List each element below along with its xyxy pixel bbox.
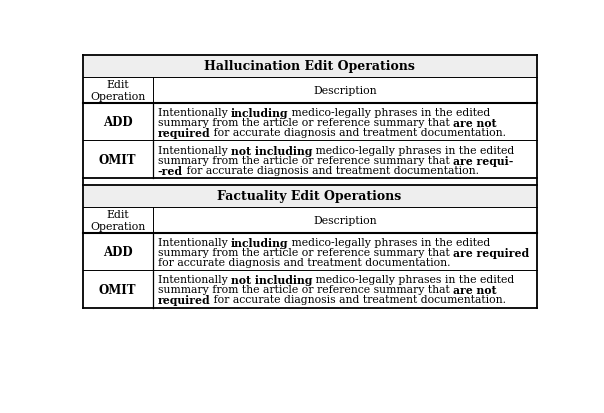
Text: Intentionally: Intentionally <box>158 274 231 284</box>
Bar <box>83 186 536 207</box>
Text: medico-legally phrases in the edited: medico-legally phrases in the edited <box>312 274 515 284</box>
Text: Factuality Edit Operations: Factuality Edit Operations <box>217 190 402 203</box>
Text: not including: not including <box>231 274 312 285</box>
Text: medico-legally phrases in the edited: medico-legally phrases in the edited <box>288 108 490 118</box>
Text: for accurate diagnosis and treatment documentation.: for accurate diagnosis and treatment doc… <box>182 166 478 176</box>
Bar <box>83 56 536 78</box>
Text: ADD: ADD <box>103 245 132 258</box>
Text: Intentionally: Intentionally <box>158 108 231 118</box>
Text: summary from the article or reference summary that: summary from the article or reference su… <box>158 284 453 294</box>
Text: are not: are not <box>453 118 496 129</box>
Text: Intentionally: Intentionally <box>158 145 231 155</box>
Text: summary from the article or reference summary that: summary from the article or reference su… <box>158 118 453 128</box>
Text: Edit
Operation: Edit Operation <box>90 80 146 101</box>
Text: are requi-: are requi- <box>453 155 513 166</box>
Text: OMIT: OMIT <box>99 283 137 296</box>
Text: medico-legally phrases in the edited: medico-legally phrases in the edited <box>312 145 515 155</box>
Text: including: including <box>231 237 288 249</box>
Text: OMIT: OMIT <box>99 153 137 166</box>
Text: for accurate diagnosis and treatment documentation.: for accurate diagnosis and treatment doc… <box>210 128 506 138</box>
Text: Description: Description <box>313 85 376 95</box>
Text: Edit
Operation: Edit Operation <box>90 209 146 231</box>
Text: -red: -red <box>158 166 182 177</box>
Text: required: required <box>158 128 210 139</box>
Text: ADD: ADD <box>103 116 132 129</box>
Text: for accurate diagnosis and treatment documentation.: for accurate diagnosis and treatment doc… <box>210 294 506 304</box>
Text: medico-legally phrases in the edited: medico-legally phrases in the edited <box>288 237 490 247</box>
Text: Description: Description <box>313 215 376 225</box>
Text: for accurate diagnosis and treatment documentation.: for accurate diagnosis and treatment doc… <box>158 258 450 268</box>
Text: including: including <box>231 108 288 119</box>
Text: not including: not including <box>231 145 312 156</box>
Text: summary from the article or reference summary that: summary from the article or reference su… <box>158 248 453 258</box>
Text: required: required <box>158 294 210 305</box>
Text: are not: are not <box>453 284 496 295</box>
Text: are required: are required <box>453 248 529 259</box>
Text: Intentionally: Intentionally <box>158 237 231 247</box>
Text: summary from the article or reference summary that: summary from the article or reference su… <box>158 155 453 166</box>
Text: Hallucination Edit Operations: Hallucination Edit Operations <box>204 60 415 73</box>
